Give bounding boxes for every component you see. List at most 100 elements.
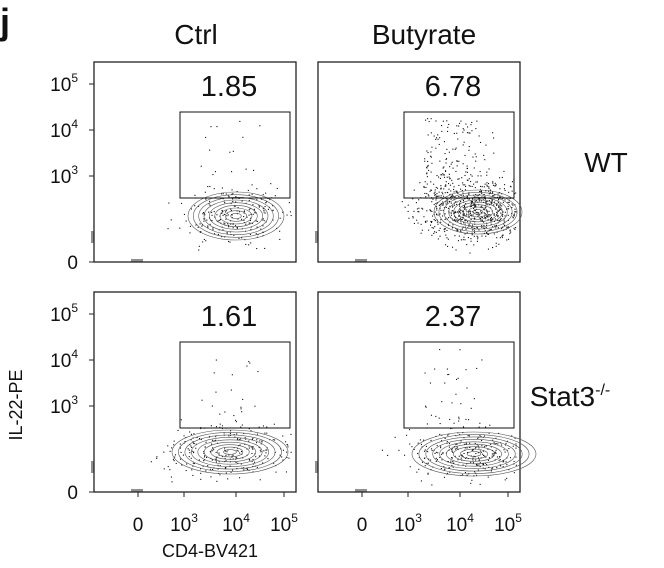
event-dot: [193, 451, 195, 453]
event-dot: [487, 215, 489, 217]
event-dot: [439, 207, 441, 209]
event-dot: [488, 210, 490, 212]
event-dot: [469, 442, 471, 444]
gated-event-dot: [449, 193, 451, 195]
event-dot: [497, 202, 499, 204]
contour-line: [214, 205, 258, 228]
event-dot: [286, 457, 288, 459]
plot-frame: [93, 61, 297, 263]
event-dot: [460, 239, 462, 241]
event-dot: [463, 204, 465, 206]
event-dot: [239, 444, 241, 446]
event-dot: [452, 205, 454, 207]
event-dot: [481, 445, 483, 447]
event-dot: [501, 193, 503, 195]
event-dot: [453, 462, 455, 464]
gated-event-dot: [443, 141, 445, 143]
event-dot: [232, 454, 234, 456]
event-dot: [482, 453, 484, 455]
event-dot: [423, 185, 425, 187]
event-dot: [244, 437, 246, 439]
gated-event-dot: [493, 137, 495, 139]
event-dot: [454, 217, 456, 219]
gated-event-dot: [430, 118, 432, 120]
event-dot: [228, 454, 230, 456]
event-dot: [429, 209, 431, 211]
contour-line: [448, 197, 508, 228]
event-dot: [485, 206, 487, 208]
gated-event-dot: [426, 172, 428, 174]
event-dot: [288, 457, 290, 459]
gated-event-dot: [445, 158, 447, 160]
gated-event-dot: [494, 182, 496, 184]
event-dot: [439, 235, 441, 237]
event-dot: [236, 439, 238, 441]
event-dot: [499, 219, 501, 221]
event-dot: [204, 455, 206, 457]
gated-event-dot: [455, 393, 457, 395]
event-dot: [496, 219, 498, 221]
gated-event-dot: [488, 187, 490, 189]
contour-line: [458, 201, 498, 223]
event-dot: [439, 204, 441, 206]
gated-event-dot: [458, 416, 460, 418]
event-dot: [446, 218, 448, 220]
event-dot: [465, 209, 467, 211]
gated-event-dot: [438, 176, 440, 178]
event-dot: [258, 426, 260, 428]
event-dot: [423, 187, 425, 189]
gated-event-dot: [446, 120, 448, 122]
event-dot: [256, 439, 258, 441]
event-dot: [467, 214, 469, 216]
event-dot: [205, 441, 207, 443]
event-dot: [476, 465, 478, 467]
event-dot: [486, 185, 488, 187]
event-dot: [246, 448, 248, 450]
event-dot: [181, 202, 183, 204]
event-dot: [247, 469, 249, 471]
gated-event-dot: [462, 128, 464, 130]
gated-event-dot: [427, 165, 429, 167]
x-tick-label: 0: [357, 515, 368, 536]
event-dot: [456, 203, 458, 205]
gated-event-dot: [455, 147, 457, 149]
contour-line: [453, 199, 503, 225]
event-dot: [444, 468, 446, 470]
event-dot: [208, 211, 210, 213]
gated-event-dot: [446, 148, 448, 150]
event-dot: [474, 205, 476, 207]
event-dot: [485, 445, 487, 447]
event-dot: [245, 468, 247, 470]
event-dot: [416, 208, 418, 210]
event-dot: [439, 213, 441, 215]
event-dot: [463, 213, 465, 215]
event-dot: [452, 466, 454, 468]
gated-event-dot: [200, 165, 202, 167]
event-dot: [255, 233, 257, 235]
event-dot: [248, 447, 250, 449]
event-dot: [477, 469, 479, 471]
event-dot: [485, 201, 487, 203]
event-dot: [448, 224, 450, 226]
event-dot: [479, 198, 481, 200]
gated-event-dot: [484, 198, 486, 200]
event-dot: [200, 231, 202, 233]
gated-event-dot: [425, 196, 427, 198]
event-dot: [459, 208, 461, 210]
event-dot: [488, 214, 490, 216]
event-dot: [430, 221, 432, 223]
gated-event-dot: [462, 131, 464, 133]
column-label-ctrl: Ctrl: [174, 19, 218, 50]
event-dot: [243, 211, 245, 213]
event-dot: [262, 462, 264, 464]
x-tick-label: 104: [446, 511, 474, 536]
event-dot: [448, 443, 450, 445]
event-dot: [465, 215, 467, 217]
event-dot: [460, 223, 462, 225]
event-dot: [434, 226, 436, 228]
event-dot: [486, 464, 488, 466]
event-dot: [435, 199, 437, 201]
event-dot: [438, 229, 440, 231]
event-dot: [211, 214, 213, 216]
event-dot: [170, 476, 172, 478]
